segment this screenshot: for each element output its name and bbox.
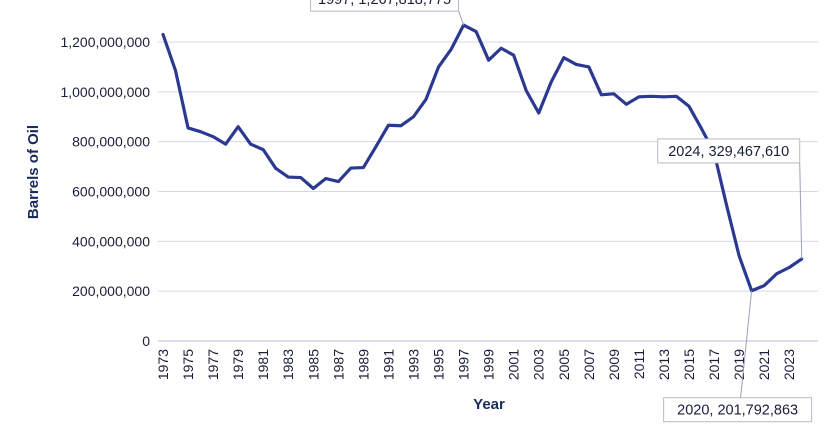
y-tick-label: 1,200,000,000 bbox=[60, 34, 150, 50]
annotation-callout: 2020, 201,792,863 bbox=[663, 290, 813, 423]
callout-box bbox=[657, 138, 801, 164]
x-tick-label: 1985 bbox=[305, 349, 321, 380]
series-group bbox=[161, 23, 804, 293]
annotation-callout: 2024, 329,467,610 bbox=[657, 138, 803, 259]
y-tick-label: 1,000,000,000 bbox=[60, 84, 150, 100]
x-tick-label: 2007 bbox=[581, 349, 597, 380]
callout-label: 1997, 1,267,818,775 bbox=[318, 0, 451, 8]
annotation-callout: 1997, 1,267,818,775 bbox=[310, 0, 465, 26]
y-tick-label: 200,000,000 bbox=[72, 283, 150, 299]
x-tick-label: 2015 bbox=[681, 349, 697, 380]
x-tick-label: 1983 bbox=[280, 349, 296, 380]
x-tick-label: 1993 bbox=[405, 349, 421, 380]
x-tick-label: 1997 bbox=[456, 349, 472, 380]
x-tick-label: 2005 bbox=[556, 349, 572, 380]
callout-leader bbox=[740, 290, 753, 398]
x-tick-label: 2009 bbox=[606, 349, 622, 380]
x-tick-label: 1989 bbox=[355, 349, 371, 380]
x-axis-title: Year bbox=[473, 396, 505, 413]
x-tick-label: 2023 bbox=[781, 349, 797, 380]
x-tick-label: 1973 bbox=[155, 349, 171, 380]
x-tick-label: 1981 bbox=[255, 349, 271, 380]
y-axis-title: Barrels of Oil bbox=[25, 125, 42, 219]
x-tick-label: 1975 bbox=[180, 349, 196, 380]
callout-label: 2020, 201,792,863 bbox=[677, 403, 798, 419]
y-tick-label: 800,000,000 bbox=[72, 134, 150, 150]
y-tick-label: 400,000,000 bbox=[72, 233, 150, 249]
y-axis-tick-labels: 0 200,000,000 400,000,000 600,000,000 800,00… bbox=[60, 34, 150, 349]
series-line bbox=[161, 23, 804, 293]
y-tick-label: 0 bbox=[142, 333, 150, 349]
x-tick-label: 1991 bbox=[380, 349, 396, 380]
x-tick-label: 2001 bbox=[506, 349, 522, 380]
x-tick-label: 1999 bbox=[481, 349, 497, 380]
x-tick-label: 2021 bbox=[756, 349, 772, 380]
callout-leader bbox=[799, 162, 803, 259]
x-tick-label: 1977 bbox=[205, 349, 221, 380]
callout-leader bbox=[458, 10, 465, 26]
x-tick-label: 1995 bbox=[431, 349, 447, 380]
x-axis-tick-labels: 1973 1975 1977 1979 1981 1983 1985 1987 1989 1991… bbox=[155, 349, 797, 380]
x-tick-label: 2017 bbox=[706, 349, 722, 380]
gridlines bbox=[158, 41, 818, 342]
x-tick-label: 2011 bbox=[631, 349, 647, 379]
callout-box bbox=[663, 397, 813, 423]
x-tick-label: 1979 bbox=[230, 349, 246, 380]
x-tick-label: 2003 bbox=[531, 349, 547, 380]
x-tick-label: 1987 bbox=[330, 349, 346, 380]
y-tick-label: 600,000,000 bbox=[72, 184, 150, 200]
callout-box bbox=[310, 0, 460, 12]
x-tick-label: 2013 bbox=[656, 349, 672, 380]
annotation-callouts: 1997, 1,267,818,775 2020, 201,792,863 2024… bbox=[310, 0, 813, 423]
callout-label: 2024, 329,467,610 bbox=[668, 144, 789, 160]
